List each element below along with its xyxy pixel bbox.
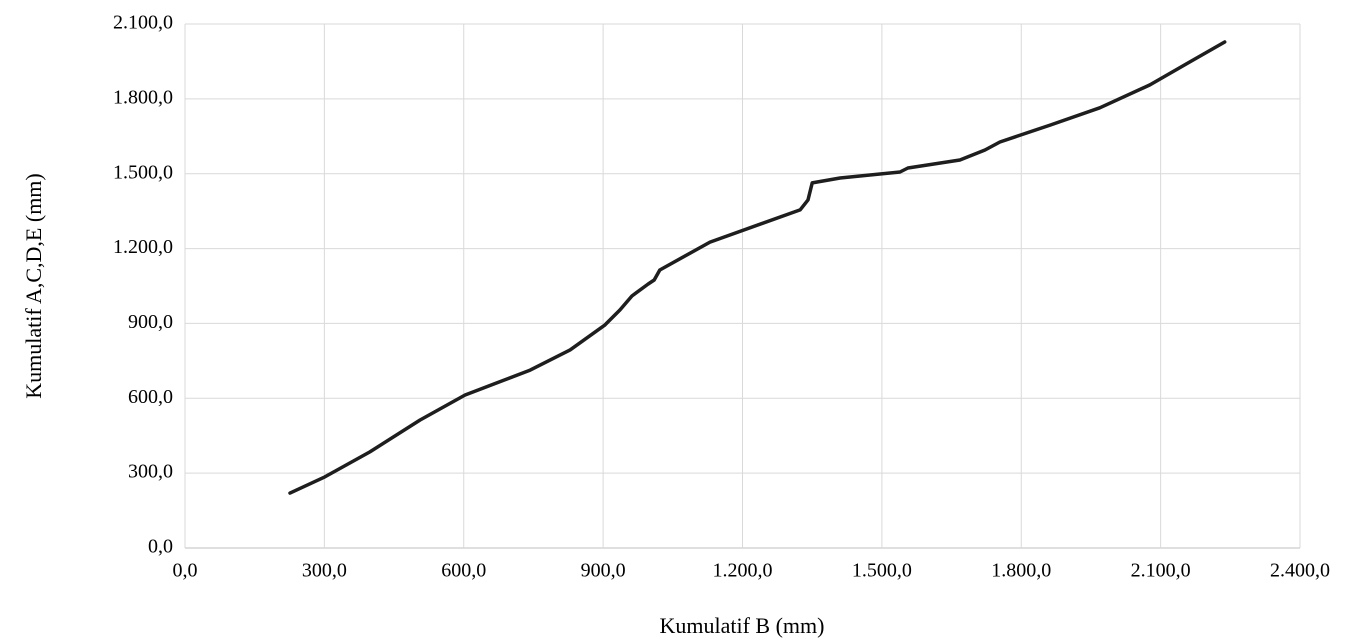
data-line bbox=[288, 40, 1227, 495]
y-tick-label: 0,0 bbox=[148, 536, 173, 558]
x-tick-label: 2.400,0 bbox=[1270, 560, 1330, 582]
y-tick-label: 1.200,0 bbox=[113, 236, 173, 258]
x-tick-label: 1.500,0 bbox=[852, 560, 912, 582]
x-tick-label: 0,0 bbox=[173, 560, 198, 582]
y-tick-label: 2.100,0 bbox=[113, 12, 173, 34]
y-tick-label: 600,0 bbox=[128, 386, 173, 408]
x-tick-label: 2.100,0 bbox=[1131, 560, 1191, 582]
y-tick-label: 900,0 bbox=[128, 311, 173, 333]
x-axis-title: Kumulatif B (mm) bbox=[660, 613, 825, 638]
x-tick-label: 900,0 bbox=[581, 560, 626, 582]
y-tick-label: 1.500,0 bbox=[113, 161, 173, 183]
x-tick-label: 600,0 bbox=[441, 560, 486, 582]
y-tick-label: 300,0 bbox=[128, 461, 173, 483]
y-axis-title: Kumulatif A,C,D,E (mm) bbox=[21, 173, 46, 398]
y-tick-label: 1.800,0 bbox=[113, 86, 173, 108]
x-tick-label: 1.800,0 bbox=[991, 560, 1051, 582]
x-tick-label: 1.200,0 bbox=[713, 560, 773, 582]
x-tick-label: 300,0 bbox=[302, 560, 347, 582]
